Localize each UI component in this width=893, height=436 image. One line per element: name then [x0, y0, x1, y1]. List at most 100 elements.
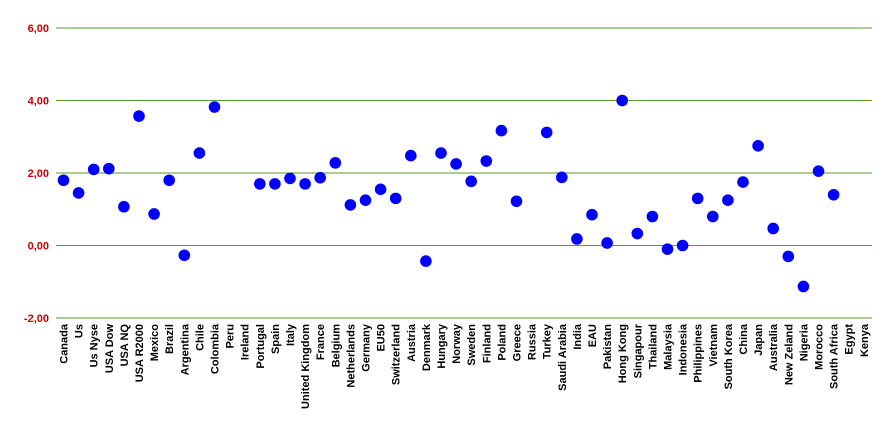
- x-tick-label: Australia: [768, 323, 780, 371]
- data-point: [450, 158, 462, 170]
- data-point: [540, 126, 553, 139]
- x-tick-label: India: [572, 323, 584, 350]
- data-point: [812, 165, 825, 177]
- data-point: [57, 174, 70, 187]
- x-tick-label: Russia: [527, 323, 539, 360]
- x-tick-label: Malaysia: [663, 323, 675, 370]
- x-tick-label: United Kingdom: [300, 324, 312, 409]
- data-point: [435, 147, 447, 159]
- data-point: [631, 227, 644, 240]
- x-tick-label: Saudi Arabia: [557, 323, 569, 391]
- x-tick-label: Canada: [59, 323, 71, 364]
- data-point: [344, 199, 357, 211]
- x-tick-label: Singapour: [632, 323, 644, 378]
- y-tick-label: 0,00: [28, 241, 49, 253]
- data-point: [389, 192, 402, 205]
- data-point: [87, 163, 100, 176]
- y-tick-label: 2,00: [28, 168, 49, 180]
- x-tick-label: Pakistan: [602, 324, 614, 370]
- x-tick-label: Indonesia: [678, 323, 690, 375]
- x-tick-label: Austria: [406, 323, 418, 362]
- x-tick-label: Argentina: [179, 323, 191, 375]
- data-point: [586, 208, 598, 221]
- data-point: [133, 110, 145, 122]
- x-tick-label: Peru: [225, 324, 237, 348]
- data-point: [827, 188, 840, 201]
- x-tick-label: New Zeland: [783, 324, 795, 385]
- x-tick-label: Spain: [270, 324, 282, 354]
- x-tick-label: Ireland: [240, 324, 252, 360]
- data-point: [661, 243, 674, 255]
- data-point: [163, 174, 175, 187]
- data-point: [103, 162, 115, 175]
- x-tick-label: Colombia: [210, 323, 222, 374]
- data-point: [284, 172, 296, 185]
- data-point: [314, 171, 327, 184]
- y-tick-label: -2,00: [24, 313, 49, 325]
- data-point: [646, 210, 659, 223]
- x-tick-label: Kenya: [859, 323, 871, 357]
- data-point: [495, 124, 508, 137]
- data-point: [405, 149, 417, 162]
- x-tick-label: Turkey: [542, 323, 554, 359]
- data-point: [616, 94, 628, 107]
- x-tick-label: Egypt: [844, 324, 856, 355]
- x-tick-label: Mexico: [149, 324, 161, 362]
- x-tick-label: Greece: [512, 324, 524, 361]
- data-point: [193, 147, 206, 159]
- data-point: [374, 183, 387, 196]
- x-tick-label: Morocco: [814, 324, 826, 370]
- data-point: [178, 249, 191, 262]
- x-tick-label: USA Dow: [104, 324, 116, 374]
- x-tick-label: China: [738, 323, 750, 354]
- x-tick-label: USA NQ: [119, 324, 131, 367]
- data-point: [510, 195, 523, 208]
- x-tick-label: Philippines: [693, 324, 705, 383]
- data-point: [737, 176, 749, 188]
- data-point: [556, 171, 568, 184]
- x-tick-label: Portugal: [255, 324, 267, 369]
- x-tick-label: Germany: [361, 323, 373, 372]
- data-point: [707, 210, 719, 223]
- x-tick-label: Thailand: [647, 324, 659, 369]
- data-point: [782, 250, 795, 263]
- x-tick-label: EU50: [376, 324, 388, 352]
- data-point: [299, 178, 311, 190]
- x-tick-label: South Korea: [723, 323, 735, 389]
- x-tick-label: Chile: [194, 324, 206, 351]
- x-tick-label: USA R2000: [134, 324, 146, 382]
- data-point: [253, 178, 266, 190]
- x-tick-label: Denmark: [421, 323, 433, 371]
- x-tick-label: Hungary: [436, 323, 448, 369]
- data-point: [420, 255, 432, 267]
- x-tick-label: South Africa: [829, 323, 841, 389]
- data-point: [480, 155, 493, 167]
- data-point: [797, 280, 810, 293]
- data-point: [329, 157, 342, 169]
- x-tick-label: Switzerland: [391, 324, 403, 385]
- data-point: [601, 237, 613, 249]
- x-tick-label: Sweden: [466, 324, 478, 366]
- x-tick-label: Japan: [753, 324, 765, 356]
- data-point: [722, 194, 734, 206]
- data-point: [676, 239, 689, 252]
- data-point: [571, 233, 583, 245]
- x-tick-label: Hong Kong: [617, 324, 629, 383]
- x-tick-label: Italy: [285, 323, 297, 346]
- x-tick-label: Vietnam: [708, 324, 720, 367]
- x-tick-label: Us: [74, 324, 86, 338]
- data-point: [465, 175, 478, 188]
- data-point: [118, 200, 130, 213]
- x-tick-label: Norway: [451, 323, 463, 364]
- data-point: [208, 101, 221, 113]
- y-tick-label: 6,00: [28, 23, 49, 35]
- x-tick-label: France: [315, 324, 327, 360]
- x-tick-label: Us Nyse: [89, 324, 101, 367]
- x-tick-label: EAU: [587, 324, 599, 347]
- x-tick-label: Brazil: [164, 324, 176, 354]
- x-tick-label: Belgium: [330, 324, 342, 368]
- x-tick-label: Finland: [481, 324, 493, 363]
- data-point: [752, 140, 764, 152]
- x-tick-label: Nigeria: [798, 323, 810, 361]
